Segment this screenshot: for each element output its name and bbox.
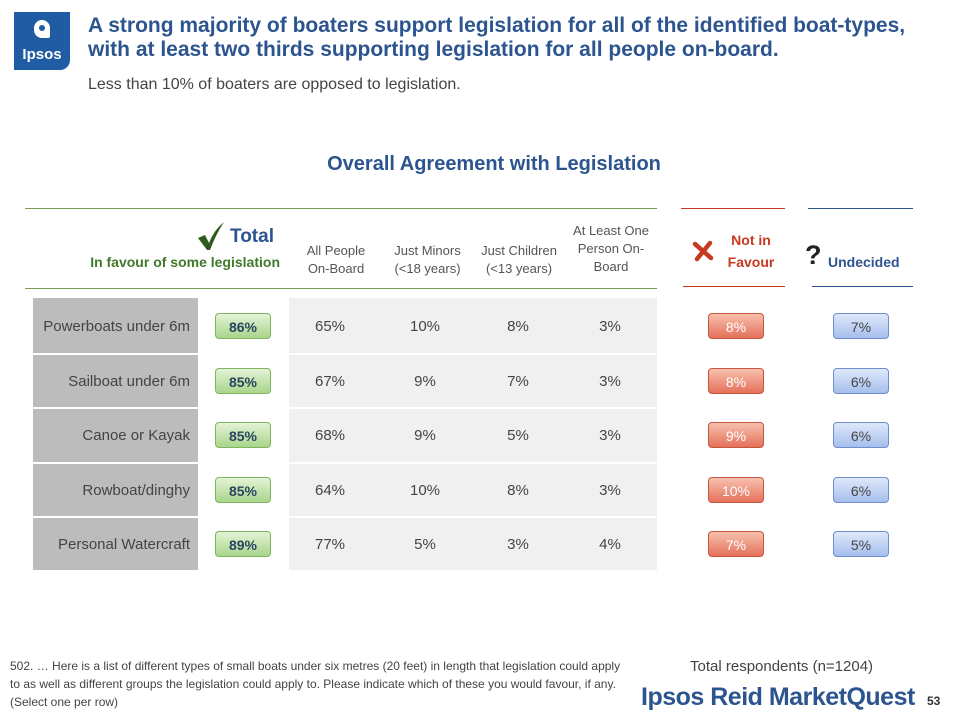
detail-cell: 3% [599,481,621,499]
detail-cell: 3% [599,372,621,390]
detail-cell: 3% [599,427,621,445]
chart-title: Overall Agreement with Legislation [327,153,661,175]
not-in-favour-value: 7% [708,531,764,558]
header-rule-blue-bottom [812,286,913,287]
page-subhead: Less than 10% of boaters are opposed to … [88,76,461,93]
colhead-just-children: Just Children (<13 years) [481,243,557,276]
undecided-value: 6% [833,422,889,449]
row-separator [289,461,657,464]
detail-cell: 77% [314,536,346,554]
not-in-favour-value: 8% [708,367,764,394]
logo-mark [34,20,50,38]
row-separator [289,407,657,409]
ipsos-logo: Ipsos [14,12,70,70]
detail-cell: 9% [414,427,436,445]
detail-cell: 9% [414,372,436,390]
detail-cell: 5% [414,536,436,554]
undecided-value: 7% [833,313,889,340]
not-in-favour-label: Not in Favour [727,232,775,270]
detail-panel [289,298,657,570]
detail-cell: 8% [507,318,529,336]
total-favour-value: 89% [215,531,271,558]
brand-logo: Ipsos Reid MarketQuest [641,683,915,711]
not-in-favour-value: 10% [708,476,764,503]
page-headline: A strong majority of boaters support leg… [88,14,906,61]
row-label: Rowboat/dinghy [82,481,190,499]
colhead-just-minors: Just Minors (<18 years) [394,243,461,276]
row-label: Canoe or Kayak [82,427,190,445]
row-separator [289,516,657,518]
row-separator [33,461,198,464]
detail-cell: 64% [314,481,346,499]
row-separator [33,407,198,409]
total-favour-value: 85% [215,367,271,394]
not-in-favour-value: 9% [708,422,764,449]
row-label: Sailboat under 6m [68,372,190,390]
favour-label: In favour of some legislation [90,254,280,270]
logo-text: Ipsos [22,46,62,63]
question-footnote: 502. … Here is a list of different types… [10,659,621,709]
row-label: Powerboats under 6m [43,318,190,336]
undecided-value: 5% [833,531,889,558]
row-separator [33,352,198,355]
colhead-at-least-one: At Least One Person On-Board [573,223,649,274]
row-label: Personal Watercraft [58,536,190,554]
detail-cell: 3% [599,318,621,336]
not-in-favour-value: 8% [708,313,764,340]
detail-cell: 3% [507,536,529,554]
check-icon [198,222,224,250]
respondents-note: Total respondents (n=1204) [690,658,874,675]
total-favour-value: 86% [215,313,271,340]
header-rule-red-top [681,208,785,209]
detail-cell: 4% [599,536,621,554]
detail-cell: 5% [507,427,529,445]
header-rule-blue-top [808,208,913,209]
detail-cell: 7% [507,372,529,390]
page-number: 53 [927,694,941,708]
detail-cell: 10% [409,481,441,499]
colhead-all-people: All People On-Board [306,243,366,276]
detail-cell: 67% [314,372,346,390]
detail-cell: 10% [409,318,441,336]
row-label-panel [33,298,198,570]
header-rule-red-bottom [683,286,785,287]
x-icon [692,240,714,262]
total-label: Total [230,226,274,247]
header-rule-green-top [25,208,657,209]
detail-cell: 65% [314,318,346,336]
undecided-value: 6% [833,367,889,394]
header-rule-green-bottom [25,288,657,289]
question-icon: ? [805,240,822,270]
detail-cell: 68% [314,427,346,445]
undecided-value: 6% [833,476,889,503]
row-separator [289,352,657,355]
detail-cell: 8% [507,481,529,499]
undecided-label: Undecided [828,254,900,270]
row-separator [33,516,198,518]
total-favour-value: 85% [215,476,271,503]
total-favour-value: 85% [215,422,271,449]
